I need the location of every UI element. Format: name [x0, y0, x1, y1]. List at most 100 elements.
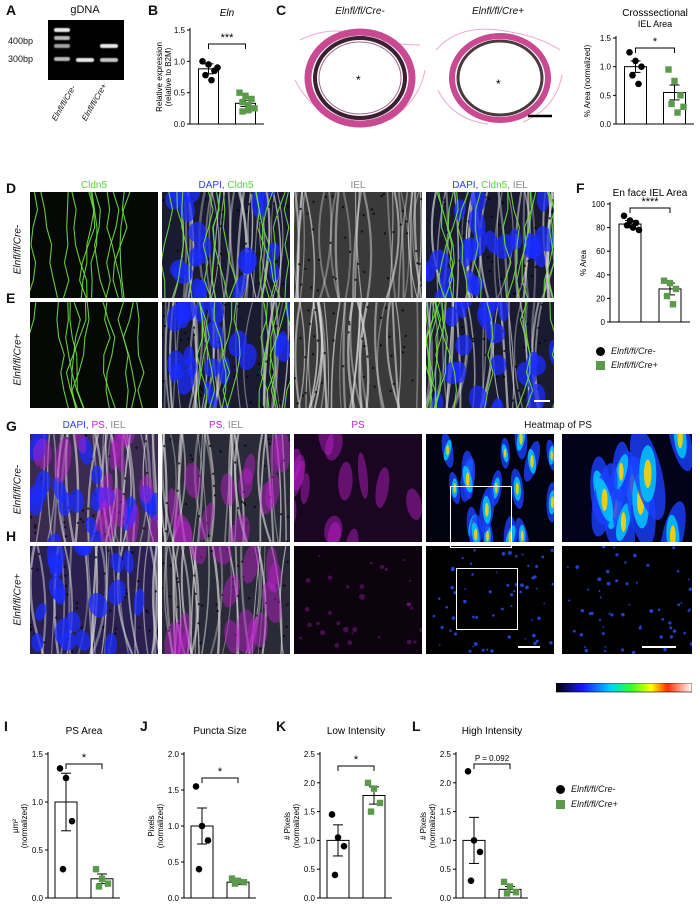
chart-title: Puncta Size [193, 726, 247, 737]
data-point [503, 890, 511, 897]
chart-title: PS Area [66, 726, 103, 737]
data-point [663, 292, 671, 300]
y-tick-label: 0.0 [168, 894, 180, 902]
legend-ko-marker [596, 360, 605, 370]
y-tick-label: 0.5 [174, 89, 186, 98]
data-point [668, 100, 675, 108]
data-point [228, 875, 236, 882]
y-tick-label: 1.0 [600, 63, 612, 72]
zoom-box-g [450, 486, 512, 548]
micrograph-h-4 [426, 546, 554, 654]
lumen-asterisk-ctrl: * [356, 73, 361, 87]
y-tick-label: 60 [596, 247, 605, 256]
panel-b-letter: B [148, 2, 159, 18]
data-point [240, 878, 248, 886]
data-point [671, 77, 678, 85]
lane-label-1: Elnfl/fl/Cre- [50, 83, 78, 123]
data-point [470, 837, 478, 844]
sig-label: * [82, 752, 87, 764]
sig-label: **** [641, 196, 659, 208]
data-point [245, 102, 252, 109]
legend-l-ko-marker [556, 799, 565, 809]
y-tick-label: 0.0 [32, 894, 44, 902]
data-point [59, 865, 67, 873]
legend-l: Elnfl/fl/Cre- Elnfl/fl/Cre+ [556, 784, 618, 809]
data-point [334, 834, 342, 841]
data-point [665, 66, 672, 73]
sig-bracket [629, 207, 671, 213]
y-tick-label: 0.5 [440, 865, 452, 874]
data-point [231, 880, 239, 887]
sig-bracket [65, 763, 103, 769]
panel-e-letter: E [6, 290, 16, 306]
col-cldn5: Cldn5 [80, 180, 108, 191]
data-point [629, 71, 636, 79]
col-iel: IEL [350, 180, 366, 191]
y-axis-label: µm² [11, 819, 20, 833]
data-point [340, 842, 348, 850]
col-g4: Heatmap of PS [524, 420, 592, 431]
data-point [198, 822, 206, 830]
y-tick-label: 0.5 [168, 858, 180, 867]
lane-label-2: Elnfl/fl/Cre+ [80, 81, 109, 123]
col-dapi-cldn5-iel: DAPI, Cldn5, IEL [452, 180, 528, 191]
y-tick-label: 0.0 [440, 894, 452, 902]
bar [198, 68, 219, 125]
y-tick-label: 1.0 [440, 836, 452, 845]
data-point [666, 279, 674, 287]
gel-image [48, 20, 124, 80]
panel-a-letter: A [6, 2, 17, 18]
data-point [92, 866, 100, 873]
y-tick-label: 80 [596, 224, 605, 233]
y-axis-label-line2: (normalized) [20, 803, 29, 848]
artery-cross-section-ctrl: * [290, 20, 430, 130]
legend-l-ctrl-marker [556, 784, 565, 794]
data-point [68, 817, 76, 825]
data-point [632, 57, 639, 65]
chart-i: PS Area 0.0 0.5 1.0 1.5 µm² (normalized) * [11, 726, 120, 902]
y-tick-label: 1.0 [168, 822, 180, 831]
chart-title: Low Intensity [327, 726, 385, 737]
sig-bracket [635, 47, 675, 53]
data-point [629, 224, 637, 231]
col-g2: PS, IEL [209, 420, 243, 431]
micrograph-e-3 [294, 302, 422, 408]
sig-label: * [653, 36, 658, 48]
data-point [680, 103, 687, 110]
bar [618, 223, 642, 323]
panel-d-letter: D [6, 180, 17, 196]
data-point [669, 301, 677, 308]
y-tick-label: 1.5 [304, 808, 316, 817]
micrograph-h-1 [30, 546, 158, 654]
data-point [635, 80, 642, 88]
panel-l-letter: L [412, 718, 421, 734]
y-axis-label: Relative expression [155, 42, 164, 112]
data-point [364, 779, 372, 786]
y-tick-label: 1.0 [174, 57, 186, 66]
micrograph-e-2 [162, 302, 290, 408]
sig-label: *** [221, 32, 235, 44]
y-axis-label: # Pixels [283, 812, 292, 840]
row-label-d: Elnfl/fl/Cre- [12, 224, 24, 275]
y-tick-label: 1.5 [32, 750, 44, 759]
micrograph-e-4 [426, 302, 554, 408]
micrograph-g-2 [162, 434, 290, 542]
micrograph-h-2 [162, 546, 290, 654]
micrograph-d-2 [162, 192, 290, 298]
y-tick-label: 2.0 [168, 750, 180, 759]
micrograph-g-4 [426, 434, 554, 542]
row-label-h: Elnfl/fl/Cre+ [12, 573, 24, 626]
data-point [635, 226, 643, 234]
data-point [199, 58, 206, 65]
y-tick-label: 0.5 [304, 865, 316, 874]
data-point [660, 277, 668, 284]
panel-f-letter: F [576, 180, 585, 196]
panel-h-letter: H [6, 528, 17, 544]
data-point [370, 785, 378, 792]
data-point [98, 875, 106, 882]
y-tick-label: 0.0 [600, 120, 612, 129]
y-tick-label: 2.0 [440, 779, 452, 788]
scale-bar-e [534, 400, 550, 402]
data-point [248, 95, 255, 103]
